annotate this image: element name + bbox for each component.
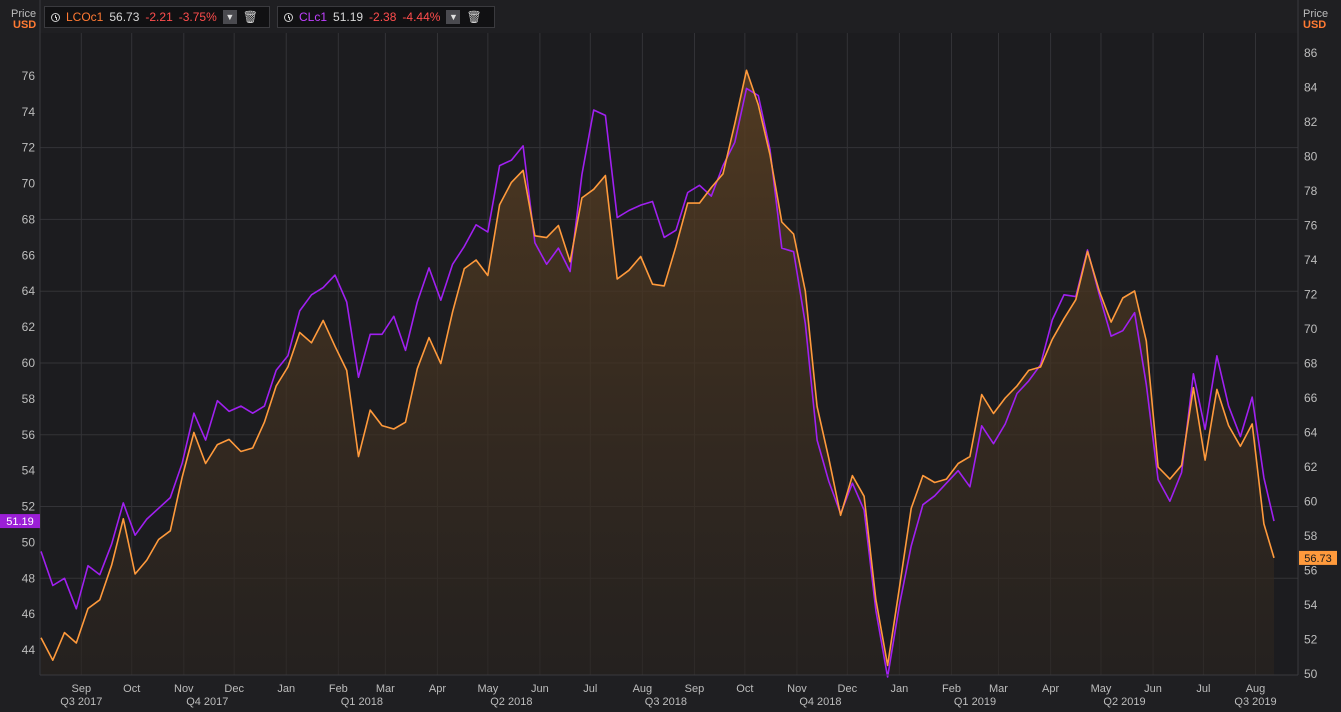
right-tick-label: 50 (1304, 667, 1318, 681)
chevron-down-icon[interactable]: ▼ (446, 10, 461, 24)
left-axis-title-line2: USD (13, 19, 36, 31)
right-tick-label: 86 (1304, 46, 1318, 60)
month-tick-label: May (477, 683, 498, 695)
right-tick-label: 64 (1304, 426, 1318, 440)
last-value-label-lcoc1: 56.73 (1304, 553, 1332, 565)
quarter-tick-label: Q2 2018 (490, 696, 532, 708)
quarter-tick-label: Q1 2018 (341, 696, 383, 708)
right-tick-label: 78 (1304, 184, 1318, 198)
right-tick-label: 52 (1304, 633, 1318, 647)
month-tick-label: Apr (429, 683, 446, 695)
last-value-badge-clc1 (0, 514, 40, 529)
month-tick-label: Sep (72, 683, 92, 695)
month-tick-label: Feb (329, 683, 348, 695)
right-tick-label: 56 (1304, 564, 1318, 578)
right-tick-label: 74 (1304, 253, 1318, 267)
left-tick-label: 70 (22, 177, 36, 191)
left-axis-title-line1: Price (11, 8, 36, 20)
trash-icon[interactable]: 🗑 (242, 10, 259, 24)
legend-ric: LCOc1 (66, 10, 104, 24)
month-tick-label: Jul (1196, 683, 1210, 695)
left-tick-label: 56 (22, 428, 36, 442)
month-tick-label: Jun (531, 683, 549, 695)
right-tick-label: 54 (1304, 598, 1318, 612)
right-tick-label: 58 (1304, 529, 1318, 543)
month-tick-label: May (1091, 683, 1112, 695)
legend-ric: CLc1 (299, 10, 328, 24)
month-tick-label: Apr (1042, 683, 1059, 695)
clock-icon (51, 12, 60, 22)
month-tick-label: Aug (1246, 683, 1266, 695)
legend-item-brent[interactable]: LCOc1 56.73 -2.21 -3.75% ▼ 🗑 (44, 6, 270, 28)
legend-last: 56.73 (109, 10, 140, 24)
trash-icon[interactable]: 🗑 (466, 10, 482, 24)
series-line-clc1 (40, 87, 1275, 678)
left-tick-label: 62 (22, 320, 36, 334)
legend-last: 51.19 (333, 10, 364, 24)
quarter-tick-label: Q3 2017 (60, 696, 102, 708)
month-tick-label: Jan (277, 683, 295, 695)
last-value-badge-lcoc1 (1299, 550, 1337, 565)
series-area-lcoc1 (41, 70, 1274, 676)
month-tick-label: Dec (224, 683, 244, 695)
left-tick-label: 46 (22, 607, 36, 621)
right-axis-title-line2: USD (1303, 19, 1326, 31)
left-tick-label: 48 (22, 571, 36, 585)
month-tick-label: Oct (123, 683, 140, 695)
month-tick-label: Jul (583, 683, 597, 695)
legend-change: -2.38 (369, 10, 397, 24)
month-tick-label: Mar (376, 683, 395, 695)
left-tick-label: 44 (22, 643, 36, 657)
left-tick-label: 54 (22, 464, 36, 478)
left-tick-label: 58 (22, 392, 36, 406)
month-tick-label: Oct (736, 683, 753, 695)
right-tick-label: 72 (1304, 288, 1318, 302)
chevron-down-icon[interactable]: ▼ (222, 10, 237, 24)
right-tick-label: 70 (1304, 322, 1318, 336)
quarter-tick-label: Q1 2019 (954, 696, 996, 708)
left-tick-label: 52 (22, 500, 36, 514)
right-tick-label: 80 (1304, 150, 1318, 164)
left-tick-label: 72 (22, 141, 36, 155)
month-tick-label: Jun (1144, 683, 1162, 695)
right-tick-label: 84 (1304, 81, 1318, 95)
left-tick-label: 76 (22, 69, 36, 83)
left-tick-label: 50 (22, 535, 36, 549)
right-tick-label: 60 (1304, 495, 1318, 509)
right-tick-label: 82 (1304, 115, 1318, 129)
left-tick-label: 64 (22, 284, 36, 298)
right-tick-label: 66 (1304, 391, 1318, 405)
month-tick-label: Jan (891, 683, 909, 695)
left-tick-label: 66 (22, 248, 36, 262)
quarter-tick-label: Q3 2018 (645, 696, 687, 708)
right-tick-label: 76 (1304, 219, 1318, 233)
series-line-lcoc1 (40, 69, 1275, 667)
quarter-tick-label: Q4 2018 (799, 696, 841, 708)
quarter-tick-label: Q4 2017 (186, 696, 228, 708)
month-tick-label: Dec (838, 683, 858, 695)
right-axis-title-line1: Price (1303, 8, 1328, 20)
month-tick-label: Nov (174, 683, 194, 695)
legend-item-wti[interactable]: CLc1 51.19 -2.38 -4.44% ▼ 🗑 (277, 6, 495, 28)
month-tick-label: Mar (989, 683, 1008, 695)
clock-icon (284, 12, 293, 22)
left-tick-label: 60 (22, 356, 36, 370)
legend-pct: -3.75% (178, 10, 217, 24)
month-tick-label: Aug (633, 683, 653, 695)
last-value-label-clc1: 51.19 (6, 516, 34, 528)
left-tick-label: 74 (22, 105, 36, 119)
right-tick-label: 68 (1304, 357, 1318, 371)
legend-pct: -4.44% (402, 10, 441, 24)
left-tick-label: 68 (22, 212, 36, 226)
legend-change: -2.21 (145, 10, 173, 24)
right-tick-label: 62 (1304, 460, 1318, 474)
month-tick-label: Sep (685, 683, 705, 695)
quarter-tick-label: Q2 2019 (1103, 696, 1145, 708)
month-tick-label: Nov (787, 683, 807, 695)
quarter-tick-label: Q3 2019 (1234, 696, 1276, 708)
month-tick-label: Feb (942, 683, 961, 695)
